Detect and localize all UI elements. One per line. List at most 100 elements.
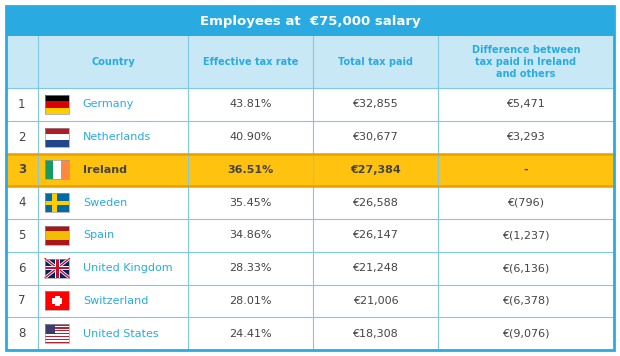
Text: €21,006: €21,006 <box>353 296 398 306</box>
Bar <box>6 284 614 317</box>
Bar <box>6 121 614 153</box>
Bar <box>45 291 69 310</box>
Text: €3,293: €3,293 <box>507 132 545 142</box>
Text: -: - <box>523 165 528 175</box>
Bar <box>45 231 69 240</box>
Text: €32,855: €32,855 <box>353 99 398 109</box>
Text: 24.41%: 24.41% <box>229 329 272 339</box>
Text: United Kingdom: United Kingdom <box>83 263 172 273</box>
Text: 1: 1 <box>18 98 25 111</box>
Bar <box>61 160 69 179</box>
Bar <box>45 334 69 336</box>
Text: 36.51%: 36.51% <box>228 165 274 175</box>
Text: €26,147: €26,147 <box>352 230 398 240</box>
Text: Germany: Germany <box>83 99 134 109</box>
Bar <box>45 337 69 339</box>
Bar <box>45 134 69 140</box>
Text: €5,471: €5,471 <box>507 99 545 109</box>
Bar <box>53 160 61 179</box>
Bar <box>45 324 55 334</box>
Text: 43.81%: 43.81% <box>229 99 272 109</box>
Text: €30,677: €30,677 <box>353 132 398 142</box>
Bar <box>45 324 69 326</box>
Text: United States: United States <box>83 329 159 339</box>
Text: 4: 4 <box>18 196 25 209</box>
Bar <box>45 140 69 147</box>
Bar <box>45 326 69 327</box>
Text: Country: Country <box>91 57 135 67</box>
Text: 28.01%: 28.01% <box>229 296 272 306</box>
Text: Employees at  €75,000 salary: Employees at €75,000 salary <box>200 15 420 27</box>
Text: 40.90%: 40.90% <box>229 132 272 142</box>
Bar <box>45 327 69 329</box>
Text: 8: 8 <box>18 327 25 340</box>
Text: €18,308: €18,308 <box>353 329 398 339</box>
Text: Switzerland: Switzerland <box>83 296 148 306</box>
Text: Spain: Spain <box>83 230 114 240</box>
Bar <box>45 266 69 270</box>
Bar <box>45 226 69 245</box>
Bar <box>6 186 614 219</box>
Bar <box>45 258 69 278</box>
Bar <box>45 95 69 101</box>
Bar <box>45 258 69 278</box>
Bar <box>45 193 69 212</box>
Bar <box>6 88 614 121</box>
Bar <box>45 193 69 212</box>
Bar <box>53 193 57 212</box>
Text: Difference between
tax paid in Ireland
and others: Difference between tax paid in Ireland a… <box>472 46 580 79</box>
Bar <box>55 258 60 278</box>
Text: €(6,136): €(6,136) <box>502 263 549 273</box>
Bar <box>45 267 69 269</box>
Text: Ireland: Ireland <box>83 165 127 175</box>
Bar <box>45 101 69 108</box>
Bar <box>55 295 60 306</box>
Bar <box>6 252 614 284</box>
Bar <box>45 128 69 147</box>
Bar <box>52 298 63 304</box>
Text: 34.86%: 34.86% <box>229 230 272 240</box>
Text: €27,384: €27,384 <box>350 165 401 175</box>
Bar <box>45 95 69 114</box>
Bar <box>45 324 69 343</box>
Text: 3: 3 <box>18 163 26 176</box>
Bar <box>45 336 69 337</box>
Bar <box>6 219 614 252</box>
Bar <box>6 36 614 88</box>
Bar <box>45 226 69 245</box>
Text: Total tax paid: Total tax paid <box>338 57 413 67</box>
Bar <box>45 333 69 334</box>
Text: Netherlands: Netherlands <box>83 132 151 142</box>
Text: €(796): €(796) <box>507 198 544 208</box>
Bar <box>45 329 69 330</box>
Bar <box>6 153 614 186</box>
Bar <box>45 128 69 134</box>
Bar <box>45 160 69 179</box>
Text: €(1,237): €(1,237) <box>502 230 549 240</box>
Text: 2: 2 <box>18 131 25 143</box>
Bar <box>45 342 69 343</box>
Bar <box>45 291 69 310</box>
Text: Sweden: Sweden <box>83 198 127 208</box>
Bar <box>45 324 69 343</box>
Text: Effective tax rate: Effective tax rate <box>203 57 298 67</box>
Text: 6: 6 <box>18 262 25 274</box>
Text: 28.33%: 28.33% <box>229 263 272 273</box>
Bar <box>45 339 69 340</box>
Bar <box>45 160 53 179</box>
Text: €21,248: €21,248 <box>352 263 399 273</box>
Bar <box>45 330 69 331</box>
Bar <box>6 317 614 350</box>
Text: €(9,076): €(9,076) <box>502 329 549 339</box>
Text: 35.45%: 35.45% <box>229 198 272 208</box>
Bar <box>45 201 69 205</box>
Text: €26,588: €26,588 <box>352 198 398 208</box>
Bar <box>45 340 69 342</box>
Text: €(6,378): €(6,378) <box>502 296 549 306</box>
Bar <box>45 108 69 114</box>
Bar <box>45 331 69 333</box>
Text: 5: 5 <box>18 229 25 242</box>
Bar <box>6 6 614 36</box>
Bar <box>56 258 58 278</box>
Text: 7: 7 <box>18 294 25 307</box>
